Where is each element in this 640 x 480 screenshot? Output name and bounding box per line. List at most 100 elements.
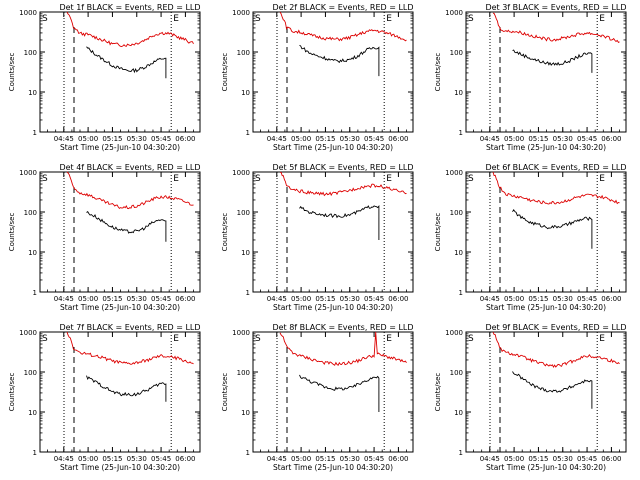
y-axis-label: Counts/sec <box>8 53 16 92</box>
x-axis-label: Start Time (25-Jun-10 04:30:20) <box>273 143 393 152</box>
y-tick-label: 10 <box>28 249 37 257</box>
x-tick-label: 05:15 <box>102 295 122 303</box>
start-marker-label: S <box>255 174 261 184</box>
x-tick-label: 05:30 <box>340 455 360 463</box>
y-tick-label: 100 <box>237 209 250 217</box>
x-tick-label: 06:00 <box>601 295 621 303</box>
start-marker-label: S <box>468 174 474 184</box>
y-tick-label: 100 <box>24 209 37 217</box>
plot-frame <box>252 11 414 133</box>
x-tick-label: 05:30 <box>127 295 147 303</box>
x-tick-label: 05:00 <box>78 295 98 303</box>
y-tick-label: 1 <box>246 289 250 297</box>
plot-frame <box>39 331 201 453</box>
chart-title: Det 6f BLACK = Events, RED = LLD <box>485 163 626 172</box>
x-tick-label: 05:00 <box>78 455 98 463</box>
lld-series-line <box>66 331 194 365</box>
chart-title: Det 3f BLACK = Events, RED = LLD <box>485 3 626 12</box>
x-tick-label: 04:45 <box>480 455 500 463</box>
x-tick-label: 06:00 <box>388 455 408 463</box>
y-tick-label: 10 <box>241 249 250 257</box>
end-marker-label: E <box>386 14 392 24</box>
x-axis-label: Start Time (25-Jun-10 04:30:20) <box>60 303 180 312</box>
x-tick-label: 05:30 <box>127 455 147 463</box>
events-series-line <box>512 49 593 73</box>
x-tick-label: 05:45 <box>151 295 171 303</box>
x-tick-label: 04:45 <box>54 455 74 463</box>
end-marker-label: E <box>599 334 605 344</box>
chart-title: Det 4f BLACK = Events, RED = LLD <box>59 163 200 172</box>
x-tick-label: 06:00 <box>601 455 621 463</box>
x-tick-label: 04:45 <box>54 295 74 303</box>
y-tick-label: 1 <box>459 449 463 457</box>
x-tick-label: 05:00 <box>504 295 524 303</box>
chart-title: Det 7f BLACK = Events, RED = LLD <box>59 323 200 332</box>
end-marker-label: E <box>173 174 179 184</box>
y-axis-label: Counts/sec <box>434 373 442 412</box>
x-tick-label: 05:45 <box>577 135 597 143</box>
lld-series-line <box>492 171 620 205</box>
events-series-line <box>86 210 167 242</box>
plot-frame <box>465 11 627 133</box>
y-tick-label: 1000 <box>19 169 37 177</box>
start-marker-label: S <box>42 334 48 344</box>
events-series-line <box>512 208 593 249</box>
x-tick-label: 05:00 <box>504 455 524 463</box>
events-series-line <box>299 205 380 240</box>
end-marker-label: E <box>599 14 605 24</box>
y-tick-label: 10 <box>28 409 37 417</box>
y-tick-label: 1000 <box>19 9 37 17</box>
x-tick-label: 05:45 <box>577 295 597 303</box>
y-axis-label: Counts/sec <box>8 373 16 412</box>
x-tick-label: 05:45 <box>151 455 171 463</box>
x-tick-label: 04:45 <box>480 295 500 303</box>
chart-panel-7: Det 7f BLACK = Events, RED = LLD 1 10 100 10… <box>8 323 201 472</box>
plot-frame <box>39 171 201 293</box>
chart-title: Det 9f BLACK = Events, RED = LLD <box>485 323 626 332</box>
x-tick-label: 05:15 <box>315 295 335 303</box>
x-tick-label: 05:45 <box>364 455 384 463</box>
x-tick-label: 06:00 <box>175 295 195 303</box>
x-tick-label: 05:45 <box>577 455 597 463</box>
events-series-line <box>86 46 167 79</box>
lld-series-line <box>492 12 620 44</box>
y-axis-label: Counts/sec <box>221 53 229 92</box>
y-tick-label: 1000 <box>232 9 250 17</box>
x-tick-label: 05:30 <box>340 135 360 143</box>
y-tick-label: 100 <box>237 369 250 377</box>
x-tick-label: 05:00 <box>291 135 311 143</box>
y-tick-label: 100 <box>450 49 463 57</box>
y-tick-label: 1 <box>459 129 463 137</box>
y-tick-label: 10 <box>454 249 463 257</box>
end-marker-label: E <box>173 14 179 24</box>
x-tick-label: 05:15 <box>315 135 335 143</box>
events-series-line <box>299 374 380 412</box>
x-tick-label: 04:45 <box>267 135 287 143</box>
x-tick-label: 06:00 <box>388 295 408 303</box>
lld-series-line <box>66 11 194 47</box>
x-tick-label: 05:45 <box>364 135 384 143</box>
start-marker-label: S <box>42 14 48 24</box>
chart-title: Det 5f BLACK = Events, RED = LLD <box>272 163 413 172</box>
chart-title: Det 2f BLACK = Events, RED = LLD <box>272 3 413 12</box>
x-tick-label: 04:45 <box>54 135 74 143</box>
x-tick-label: 05:45 <box>151 135 171 143</box>
y-tick-label: 1 <box>246 449 250 457</box>
y-tick-label: 100 <box>24 369 37 377</box>
start-marker-label: S <box>468 334 474 344</box>
y-axis-label: Counts/sec <box>8 213 16 252</box>
y-axis-label: Counts/sec <box>221 373 229 412</box>
chart-panel-4: Det 4f BLACK = Events, RED = LLD 1 10 100 10… <box>8 163 201 312</box>
x-tick-label: 06:00 <box>601 135 621 143</box>
x-tick-label: 05:30 <box>553 455 573 463</box>
events-series-line <box>86 375 167 402</box>
x-tick-label: 05:30 <box>127 135 147 143</box>
plot-frame <box>465 171 627 293</box>
x-tick-label: 05:00 <box>291 455 311 463</box>
start-marker-label: S <box>255 14 261 24</box>
end-marker-label: E <box>599 174 605 184</box>
lld-series-line <box>66 171 194 210</box>
end-marker-label: E <box>173 334 179 344</box>
start-marker-label: S <box>42 174 48 184</box>
